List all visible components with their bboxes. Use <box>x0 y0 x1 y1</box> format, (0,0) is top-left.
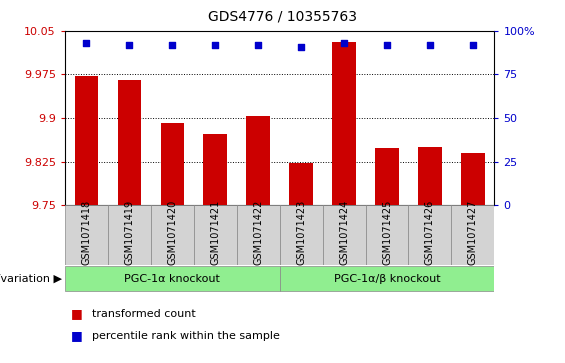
Text: PGC-1α/β knockout: PGC-1α/β knockout <box>334 274 440 284</box>
Bar <box>151 205 194 265</box>
Text: GSM1071423: GSM1071423 <box>296 199 306 265</box>
Bar <box>366 205 408 265</box>
Bar <box>194 205 237 265</box>
Point <box>168 42 177 48</box>
Text: GSM1071421: GSM1071421 <box>210 199 220 265</box>
Text: GDS4776 / 10355763: GDS4776 / 10355763 <box>208 9 357 23</box>
Text: GSM1071425: GSM1071425 <box>382 199 392 265</box>
Text: GSM1071422: GSM1071422 <box>253 199 263 265</box>
Text: GSM1071419: GSM1071419 <box>124 200 134 265</box>
Text: GSM1071420: GSM1071420 <box>167 199 177 265</box>
Text: percentile rank within the sample: percentile rank within the sample <box>92 331 280 341</box>
Bar <box>118 80 141 205</box>
Point <box>125 42 134 48</box>
Bar <box>375 148 399 205</box>
Bar <box>280 205 323 265</box>
Point <box>468 42 477 48</box>
Bar <box>323 205 366 265</box>
Point <box>254 42 263 48</box>
Bar <box>237 205 280 265</box>
Text: genotype/variation ▶: genotype/variation ▶ <box>0 274 62 284</box>
Text: GSM1071424: GSM1071424 <box>339 199 349 265</box>
Text: GSM1071426: GSM1071426 <box>425 199 435 265</box>
Bar <box>246 116 270 205</box>
Point <box>297 44 306 49</box>
Point <box>82 40 91 46</box>
Bar <box>75 76 98 205</box>
Text: transformed count: transformed count <box>92 309 196 319</box>
Bar <box>65 266 280 291</box>
Bar <box>160 123 184 205</box>
Text: ■: ■ <box>71 307 82 321</box>
Point <box>425 42 434 48</box>
Bar <box>451 205 494 265</box>
Text: PGC-1α knockout: PGC-1α knockout <box>124 274 220 284</box>
Point <box>211 42 220 48</box>
Text: ■: ■ <box>71 329 82 342</box>
Bar <box>289 163 313 205</box>
Point <box>340 40 349 46</box>
Bar <box>408 205 451 265</box>
Bar <box>280 266 494 291</box>
Text: GSM1071427: GSM1071427 <box>468 199 478 265</box>
Point <box>383 42 392 48</box>
Bar <box>461 153 485 205</box>
Bar <box>203 134 227 205</box>
Bar <box>332 42 356 205</box>
Bar <box>418 147 442 205</box>
Bar <box>108 205 151 265</box>
Text: GSM1071418: GSM1071418 <box>81 200 92 265</box>
Bar <box>65 205 108 265</box>
